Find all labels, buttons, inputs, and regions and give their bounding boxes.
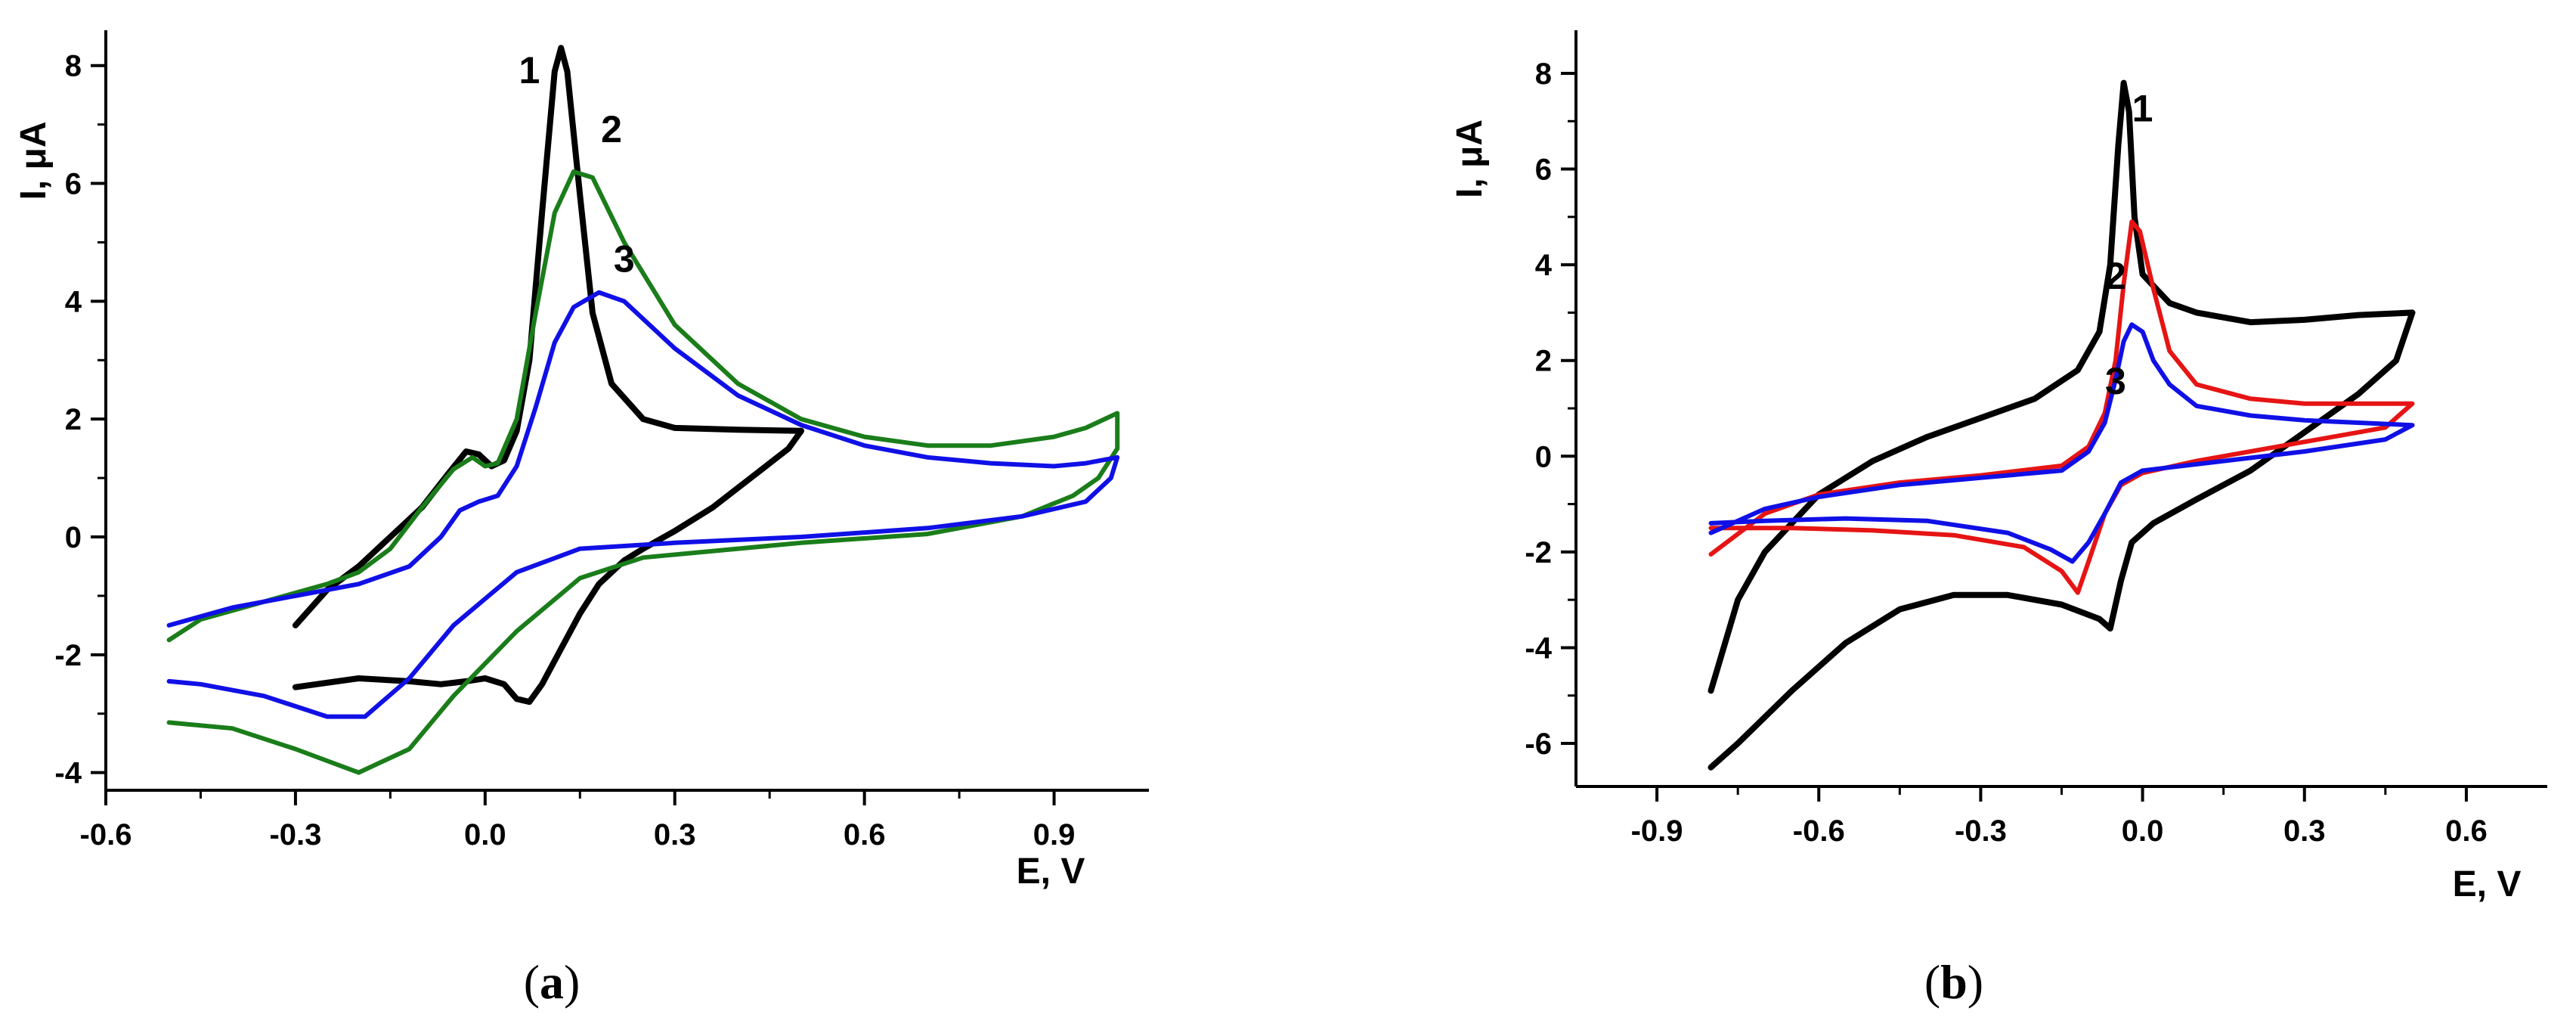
x-tick-label: -0.3 [269, 818, 321, 852]
y-tick-label: -2 [1525, 536, 1552, 569]
x-tick-label: -0.6 [80, 818, 132, 852]
series-label-3: 3 [614, 237, 635, 280]
x-axis-title: E, V [2453, 864, 2522, 904]
y-tick-label: -2 [54, 639, 82, 672]
y-axis-title: I, μA [14, 121, 54, 200]
y-tick-label: 8 [1535, 57, 1552, 91]
x-tick-label: 0.9 [1033, 818, 1076, 852]
series-line-3 [1708, 322, 2415, 564]
y-tick-label: 8 [65, 50, 82, 83]
y-tick-label: -4 [1525, 631, 1552, 665]
x-tick-label: 0.3 [654, 818, 696, 852]
x-tick-label: 0.6 [2445, 814, 2488, 848]
y-tick-label: 4 [1535, 249, 1553, 282]
series-label-1: 1 [519, 49, 540, 92]
panel-a-caption: (a) [524, 955, 581, 1009]
series-line-2 [166, 169, 1120, 775]
y-tick-label: -4 [54, 757, 82, 790]
series-line-1 [1708, 79, 2416, 771]
x-tick-label: -0.3 [1955, 814, 2007, 848]
y-tick-label: 6 [65, 168, 82, 201]
x-tick-label: -0.6 [1793, 814, 1845, 848]
y-tick-label: 0 [65, 521, 82, 554]
y-tick-label: -6 [1525, 727, 1552, 761]
y-tick-label: 2 [1535, 345, 1552, 378]
series-label-2: 2 [2105, 255, 2126, 297]
series-label-2: 2 [601, 108, 622, 150]
series-label-1: 1 [2132, 87, 2153, 129]
series-line-2 [1708, 219, 2415, 595]
x-tick-label: 0.0 [464, 818, 506, 852]
x-tick-label: -0.9 [1631, 814, 1683, 848]
chart-panel-a: -0.6 -0.3 0.0 0.3 0.6 0.9 -4 -2 0 2 4 6 8 E, V I, μA 1 2… [14, 30, 1149, 892]
y-axis-title: I, μA [1450, 119, 1490, 198]
series-label-3: 3 [2105, 360, 2126, 402]
y-tick-label: 2 [65, 403, 82, 436]
x-tick-label: 0.6 [844, 818, 886, 852]
y-tick-label: 0 [1535, 440, 1552, 473]
x-tick-label: 0.0 [2122, 814, 2164, 848]
series-line-3 [166, 290, 1120, 719]
series-line-1 [292, 45, 804, 706]
panel-b-caption: (b) [1924, 955, 1983, 1009]
x-tick-label: 0.3 [2283, 814, 2326, 848]
x-axis-title: E, V [1017, 852, 1085, 892]
chart-panel-b: -0.9 -0.6 -0.3 0.0 0.3 0.6 -6 -4 -2 0 2 4 6 8 E, V I, μ… [1450, 30, 2547, 904]
y-tick-label: 4 [65, 285, 82, 318]
y-tick-label: 6 [1535, 154, 1552, 187]
